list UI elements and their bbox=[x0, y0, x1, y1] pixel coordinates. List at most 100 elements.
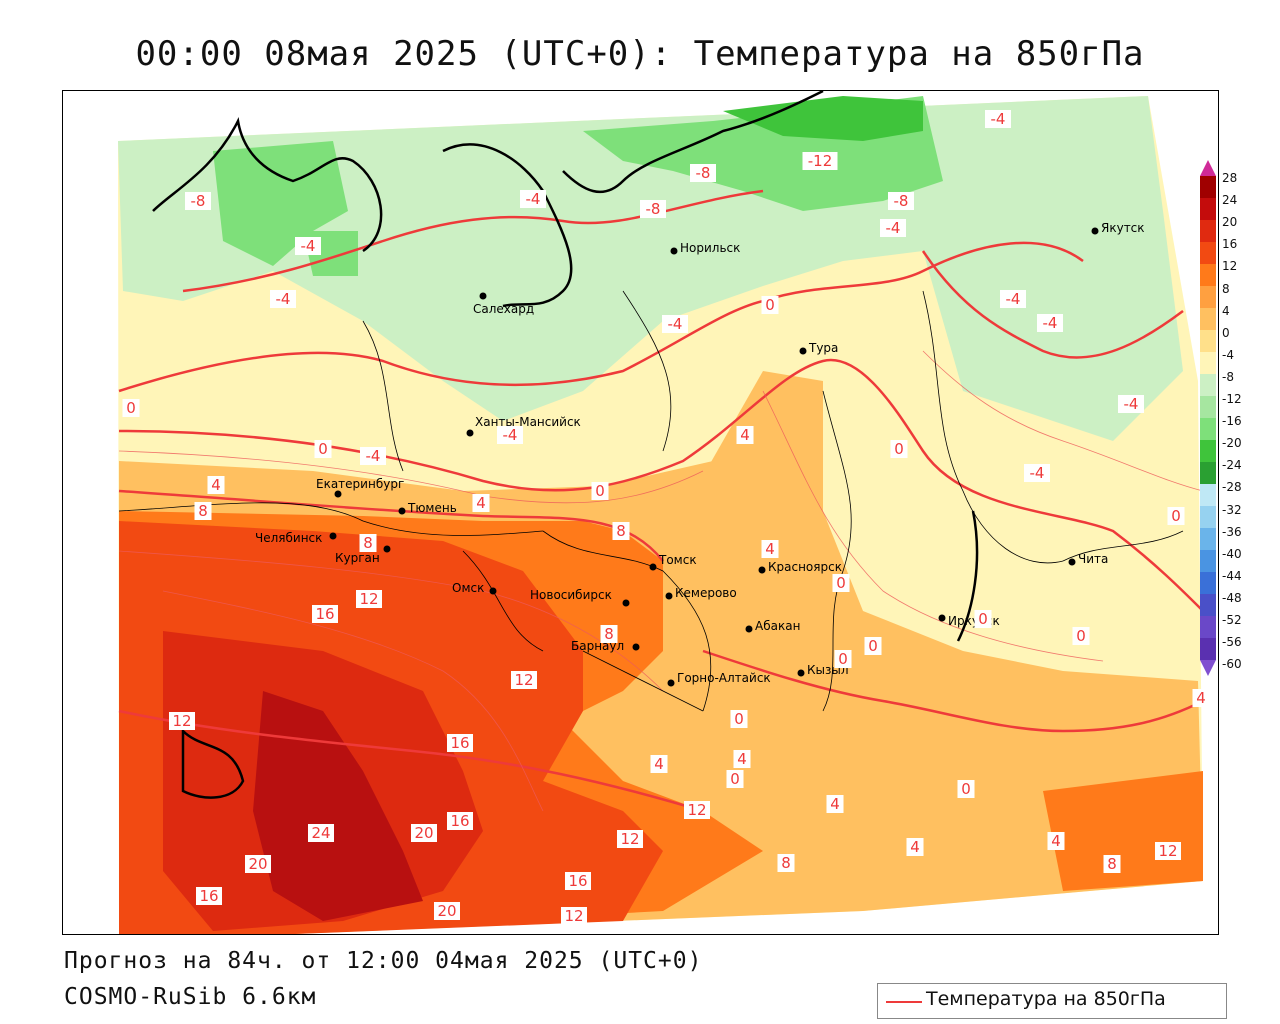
contour-label: 0 bbox=[591, 482, 609, 500]
colorbar-tick-label: -52 bbox=[1222, 613, 1242, 627]
svg-text:Тура: Тура bbox=[808, 341, 838, 355]
contour-label: 4 bbox=[1192, 689, 1210, 707]
contour-label: -4 bbox=[880, 219, 906, 237]
city-gorno-altaysk: Горно-Алтайск bbox=[667, 671, 771, 687]
contour-label: 24 bbox=[308, 824, 334, 842]
contour-label: 0 bbox=[832, 574, 850, 592]
svg-text:Кемерово: Кемерово bbox=[675, 586, 737, 600]
svg-text:12: 12 bbox=[620, 830, 639, 848]
contour-label: 0 bbox=[726, 770, 744, 788]
svg-text:Якутск: Якутск bbox=[1101, 221, 1145, 235]
svg-text:0: 0 bbox=[1076, 627, 1086, 645]
svg-text:Челябинск: Челябинск bbox=[255, 531, 322, 545]
svg-text:Чита: Чита bbox=[1078, 552, 1108, 566]
svg-text:Томск: Томск bbox=[658, 553, 697, 567]
colorbar-tick-label: -56 bbox=[1222, 635, 1242, 650]
svg-text:0: 0 bbox=[836, 574, 846, 592]
svg-text:24: 24 bbox=[311, 824, 330, 842]
svg-text:12: 12 bbox=[564, 907, 583, 925]
coastline bbox=[152, 91, 979, 799]
field-warm-orange-east bbox=[683, 371, 823, 571]
svg-text:-4: -4 bbox=[301, 237, 316, 255]
contour-label: -8 bbox=[888, 192, 914, 210]
colorbar-tick-label: -28 bbox=[1222, 480, 1242, 495]
colorbar-tick-label: 16 bbox=[1222, 237, 1238, 252]
contour-label: -4 bbox=[360, 447, 386, 465]
colorbar-tick-label: -40 bbox=[1222, 546, 1242, 561]
contour-label: 12 bbox=[617, 830, 643, 848]
city-tyumen: Тюмень bbox=[398, 501, 457, 515]
svg-text:0: 0 bbox=[1171, 507, 1181, 525]
svg-text:Норильск: Норильск bbox=[680, 241, 740, 255]
contour-label: -8 bbox=[690, 164, 716, 182]
fine-contours bbox=[118, 350, 1204, 812]
svg-text:16: 16 bbox=[199, 887, 218, 905]
contour-label: -8 bbox=[185, 192, 211, 210]
svg-text:8: 8 bbox=[781, 854, 791, 872]
svg-text:Горно-Алтайск: Горно-Алтайск bbox=[677, 671, 771, 685]
contour-label: 16 bbox=[196, 887, 222, 905]
contour-label: 8 bbox=[600, 625, 618, 643]
svg-text:0: 0 bbox=[734, 710, 744, 728]
legend-label: Температура на 850гПа bbox=[926, 988, 1166, 1010]
colorbar-tick-label: -24 bbox=[1222, 458, 1242, 473]
svg-text:-4: -4 bbox=[1006, 290, 1021, 308]
colorbar-graphic bbox=[1200, 160, 1216, 676]
city-tomsk: Томск bbox=[649, 553, 697, 571]
city-kemerovo: Кемерово bbox=[665, 586, 737, 600]
svg-text:0: 0 bbox=[838, 650, 848, 668]
contour-label: 8 bbox=[359, 534, 377, 552]
svg-text:Омск: Омск bbox=[452, 581, 484, 595]
svg-text:-8: -8 bbox=[646, 200, 661, 218]
cities: Якутск Норильск Салехард Тура Ханты-Манс… bbox=[255, 221, 1145, 687]
contour-label: 0 bbox=[1167, 507, 1185, 525]
svg-text:Ханты-Мансийск: Ханты-Мансийск bbox=[475, 415, 581, 429]
svg-text:-4: -4 bbox=[1030, 464, 1045, 482]
svg-text:8: 8 bbox=[604, 625, 614, 643]
svg-text:-8: -8 bbox=[696, 164, 711, 182]
colorbar-tick-label: 24 bbox=[1222, 193, 1238, 208]
contour-label: 4 bbox=[761, 540, 779, 558]
svg-text:0: 0 bbox=[730, 770, 740, 788]
svg-text:-4: -4 bbox=[886, 219, 901, 237]
contour-label: 0 bbox=[122, 399, 140, 417]
city-novosibirsk: Новосибирск bbox=[530, 588, 630, 607]
svg-text:-4: -4 bbox=[1124, 395, 1139, 413]
contour-label: 4 bbox=[736, 426, 754, 444]
contour-label: 20 bbox=[411, 824, 437, 842]
contour-label: 8 bbox=[612, 522, 630, 540]
svg-text:Абакан: Абакан bbox=[755, 619, 800, 633]
colorbar-tick-label: -8 bbox=[1222, 369, 1234, 384]
svg-text:Новосибирск: Новосибирск bbox=[530, 588, 612, 602]
contour-labels: -4 -12 -8 -8 -4 -4 -8 -8 -4 -4 -4 -4 -4 -4 -4 -4 -4 0 0 0 0 0… bbox=[122, 110, 1210, 925]
colorbar-tick-label: 28 bbox=[1222, 171, 1238, 185]
contour-label: 4 bbox=[826, 795, 844, 813]
contour-label: 0 bbox=[957, 780, 975, 798]
svg-text:-4: -4 bbox=[1043, 314, 1058, 332]
contour-label: 12 bbox=[511, 671, 537, 689]
contour-label: 0 bbox=[864, 637, 882, 655]
colorbar-tick-label: -44 bbox=[1222, 568, 1242, 583]
svg-text:0: 0 bbox=[318, 440, 328, 458]
contour-label: -4 bbox=[1024, 464, 1050, 482]
svg-text:4: 4 bbox=[1051, 832, 1061, 850]
contour-label: 16 bbox=[447, 734, 473, 752]
svg-text:Тюмень: Тюмень bbox=[407, 501, 457, 515]
svg-text:4: 4 bbox=[910, 838, 920, 856]
svg-text:-4: -4 bbox=[276, 290, 291, 308]
legend: Температура на 850гПа bbox=[877, 983, 1227, 1019]
contour-label: 16 bbox=[312, 605, 338, 623]
city-yekaterinburg: Екатеринбург bbox=[316, 477, 404, 498]
legend-line-swatch bbox=[886, 1001, 922, 1003]
contour-label: 12 bbox=[169, 712, 195, 730]
contour-label: 8 bbox=[1103, 855, 1121, 873]
contour-label: -8 bbox=[640, 200, 666, 218]
svg-text:-4: -4 bbox=[991, 110, 1006, 128]
svg-text:12: 12 bbox=[687, 801, 706, 819]
svg-text:8: 8 bbox=[363, 534, 373, 552]
svg-text:0: 0 bbox=[978, 610, 988, 628]
svg-text:Иркутск: Иркутск bbox=[948, 614, 1000, 628]
contour-label: -4 bbox=[270, 290, 296, 308]
contour-label: 8 bbox=[777, 854, 795, 872]
contour-label: 0 bbox=[761, 296, 779, 314]
